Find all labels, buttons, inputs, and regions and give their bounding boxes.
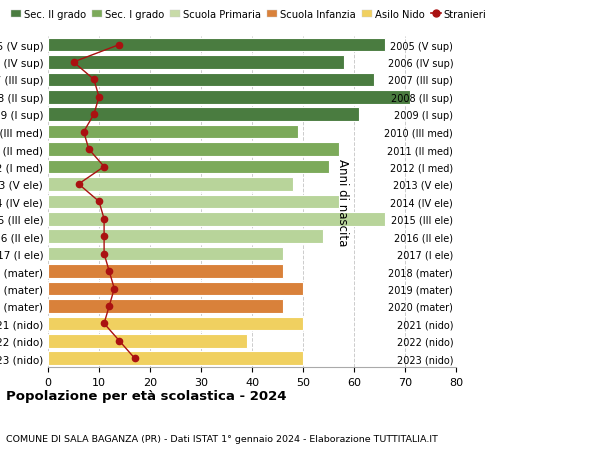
Bar [48, 247, 283, 261]
Bar [48, 39, 385, 52]
Bar [48, 265, 283, 278]
Bar [48, 126, 298, 139]
Bar [48, 352, 303, 365]
Bar [48, 143, 339, 157]
Bar [48, 91, 410, 104]
Bar [48, 213, 385, 226]
Bar [48, 317, 303, 330]
Bar [48, 300, 283, 313]
Text: COMUNE DI SALA BAGANZA (PR) - Dati ISTAT 1° gennaio 2024 - Elaborazione TUTTITAL: COMUNE DI SALA BAGANZA (PR) - Dati ISTAT… [6, 434, 438, 442]
Bar [48, 56, 344, 70]
Bar [48, 334, 247, 348]
Text: Popolazione per età scolastica - 2024: Popolazione per età scolastica - 2024 [6, 389, 287, 403]
Y-axis label: Anni di nascita: Anni di nascita [336, 158, 349, 246]
Bar [48, 73, 374, 87]
Bar [48, 282, 303, 296]
Bar [48, 160, 329, 174]
Legend: Sec. II grado, Sec. I grado, Scuola Primaria, Scuola Infanzia, Asilo Nido, Stran: Sec. II grado, Sec. I grado, Scuola Prim… [11, 10, 487, 20]
Bar [48, 178, 293, 191]
Bar [48, 195, 339, 209]
Bar [48, 230, 323, 244]
Bar [48, 108, 359, 122]
